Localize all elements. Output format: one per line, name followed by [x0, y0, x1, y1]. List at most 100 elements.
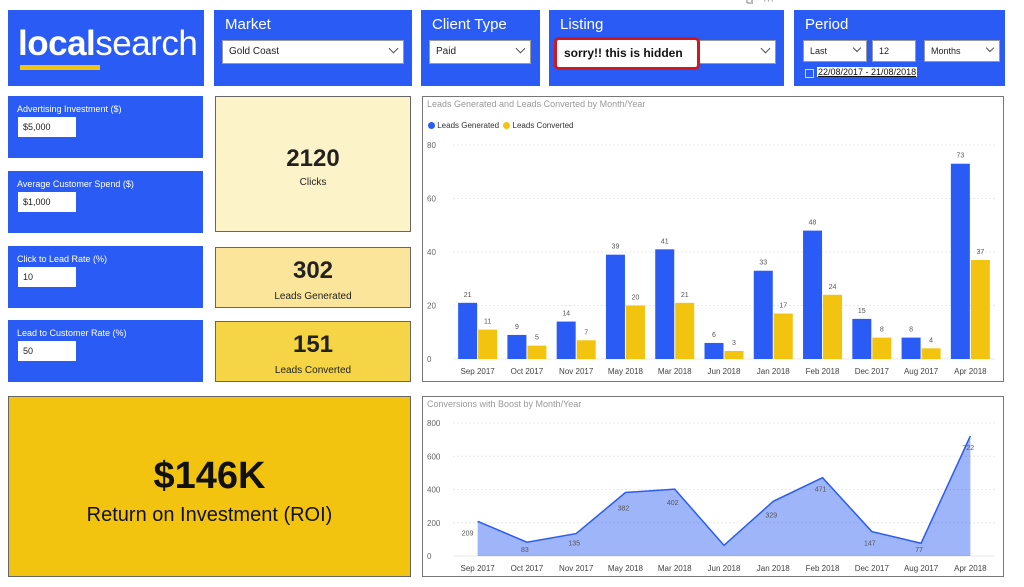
- click-to-lead-rate-input[interactable]: 10: [18, 267, 76, 287]
- data-label: 722: [963, 445, 975, 452]
- lead-to-customer-rate-panel: Lead to Customer Rate (%) 50: [8, 320, 203, 382]
- data-label: 8: [880, 327, 884, 334]
- legend-item-leads-generated: Leads Generated: [437, 121, 500, 130]
- market-value: Gold Coast: [229, 46, 280, 57]
- leads-generated-card: 302 Leads Generated: [215, 247, 411, 308]
- roi-caption: Return on Investment (ROI): [86, 504, 333, 526]
- leads-generated-caption: Leads Generated: [274, 291, 352, 302]
- data-label: 48: [809, 220, 817, 227]
- x-tick-label: Apr 2018: [954, 564, 987, 573]
- x-tick-label: Mar 2018: [658, 367, 692, 376]
- bar-leads-converted: [872, 337, 892, 359]
- chevron-down-icon: [760, 43, 771, 54]
- advertising-investment-input[interactable]: $5,000: [18, 117, 76, 137]
- logo-light-text: search: [95, 24, 198, 63]
- average-customer-spend-input[interactable]: $1,000: [18, 192, 76, 212]
- param-label: Average Customer Spend ($): [17, 179, 134, 189]
- period-count-input[interactable]: 12: [872, 40, 916, 62]
- conversions-area-chart: Conversions with Boost by Month/Year 0 20…: [422, 396, 1004, 577]
- data-label: 39: [612, 244, 620, 251]
- x-tick-label: Mar 2018: [658, 564, 692, 573]
- focus-mode-icon[interactable]: ⧉: [746, 0, 754, 7]
- x-tick-label: Dec 2017: [855, 564, 890, 573]
- area-line: [477, 435, 972, 547]
- clicks-caption: Clicks: [299, 177, 327, 188]
- bar-leads-converted: [970, 260, 990, 359]
- x-tick-label: May 2018: [608, 564, 644, 573]
- period-relative-value: Last: [810, 46, 828, 56]
- bar-leads-converted: [921, 348, 941, 359]
- bar-leads-converted: [625, 305, 645, 359]
- logo-panel: localsearch: [8, 10, 204, 86]
- param-label: Advertising Investment ($): [17, 104, 122, 114]
- data-label: 471: [815, 487, 827, 494]
- period-unit-dropdown[interactable]: Months: [924, 40, 1000, 62]
- y-tick-label: 400: [427, 486, 441, 495]
- data-label: 73: [956, 153, 964, 160]
- period-relative-dropdown[interactable]: Last: [803, 40, 867, 62]
- lead-to-customer-rate-input[interactable]: 50: [18, 341, 76, 361]
- data-label: 209: [462, 530, 474, 537]
- leads-converted-caption: Leads Converted: [274, 365, 352, 376]
- x-tick-label: Feb 2018: [806, 564, 840, 573]
- logo-bold-text: local: [18, 24, 96, 63]
- market-filter-panel: Market Gold Coast: [214, 10, 412, 86]
- data-label: 7: [584, 329, 588, 336]
- x-tick-label: Sep 2017: [461, 564, 496, 573]
- period-unit-value: Months: [931, 46, 961, 56]
- client-type-title: Client Type: [432, 16, 507, 33]
- more-options-icon[interactable]: ···: [763, 0, 774, 7]
- client-type-value: Paid: [436, 46, 457, 57]
- chart-title: Conversions with Boost by Month/Year: [427, 399, 582, 409]
- y-tick-label: 0: [427, 355, 432, 364]
- data-label: 147: [864, 541, 876, 548]
- x-tick-label: Nov 2017: [559, 367, 594, 376]
- logo-underline: [20, 65, 100, 70]
- data-label: 41: [661, 238, 669, 245]
- bar-leads-converted: [478, 329, 498, 359]
- leads-bar-chart: Leads Generated and Leads Converted by M…: [422, 96, 1004, 382]
- data-label: 24: [829, 284, 837, 291]
- bar-leads-converted: [675, 302, 695, 359]
- legend-dot-icon: [428, 122, 435, 129]
- y-tick-label: 200: [427, 519, 441, 528]
- bar-leads-converted: [576, 340, 596, 359]
- y-tick-label: 40: [427, 248, 436, 257]
- market-title: Market: [225, 16, 271, 33]
- x-tick-label: Dec 2017: [855, 367, 890, 376]
- legend-item-leads-converted: Leads Converted: [512, 121, 574, 130]
- chevron-down-icon: [985, 43, 995, 53]
- x-tick-label: Aug 2017: [904, 367, 939, 376]
- bar-chart-plot: 0 20 40 60 80 21 11 Sep 2017 9 5 Oct 2017 14 7 Nov 20…: [427, 141, 995, 376]
- data-label: 4: [929, 337, 933, 344]
- x-tick-label: Apr 2018: [954, 367, 987, 376]
- period-count-value: 12: [879, 46, 890, 56]
- leads-converted-value: 151: [292, 331, 334, 358]
- param-label: Lead to Customer Rate (%): [17, 328, 127, 338]
- data-label: 14: [562, 311, 570, 318]
- leads-generated-value: 302: [292, 257, 334, 284]
- calendar-icon[interactable]: [805, 69, 814, 78]
- x-tick-label: Jan 2018: [757, 367, 790, 376]
- market-dropdown[interactable]: Gold Coast: [222, 40, 404, 64]
- bar-leads-generated: [803, 230, 823, 359]
- data-label: 77: [915, 547, 923, 554]
- client-type-dropdown[interactable]: Paid: [429, 40, 531, 64]
- data-label: 135: [568, 541, 580, 548]
- param-label: Click to Lead Rate (%): [17, 254, 108, 264]
- area-chart-plot: 0 200 400 600 800 209 Sep 2017 83 Oct 2017 135 Nov…: [427, 419, 995, 573]
- period-title: Period: [805, 16, 849, 33]
- advertising-investment-panel: Advertising Investment ($) $5,000: [8, 96, 203, 158]
- bar-leads-generated: [852, 318, 872, 359]
- data-label: 5: [535, 335, 539, 342]
- data-label: 20: [632, 295, 640, 302]
- data-label: 329: [765, 512, 777, 519]
- clicks-value: 2120: [286, 145, 340, 172]
- y-tick-label: 800: [427, 419, 441, 428]
- click-to-lead-rate-panel: Click to Lead Rate (%) 10: [8, 246, 203, 308]
- chevron-down-icon: [852, 43, 862, 53]
- data-label: 8: [909, 327, 913, 334]
- y-tick-label: 20: [427, 302, 436, 311]
- data-label: 9: [515, 324, 519, 331]
- chevron-down-icon: [515, 43, 526, 54]
